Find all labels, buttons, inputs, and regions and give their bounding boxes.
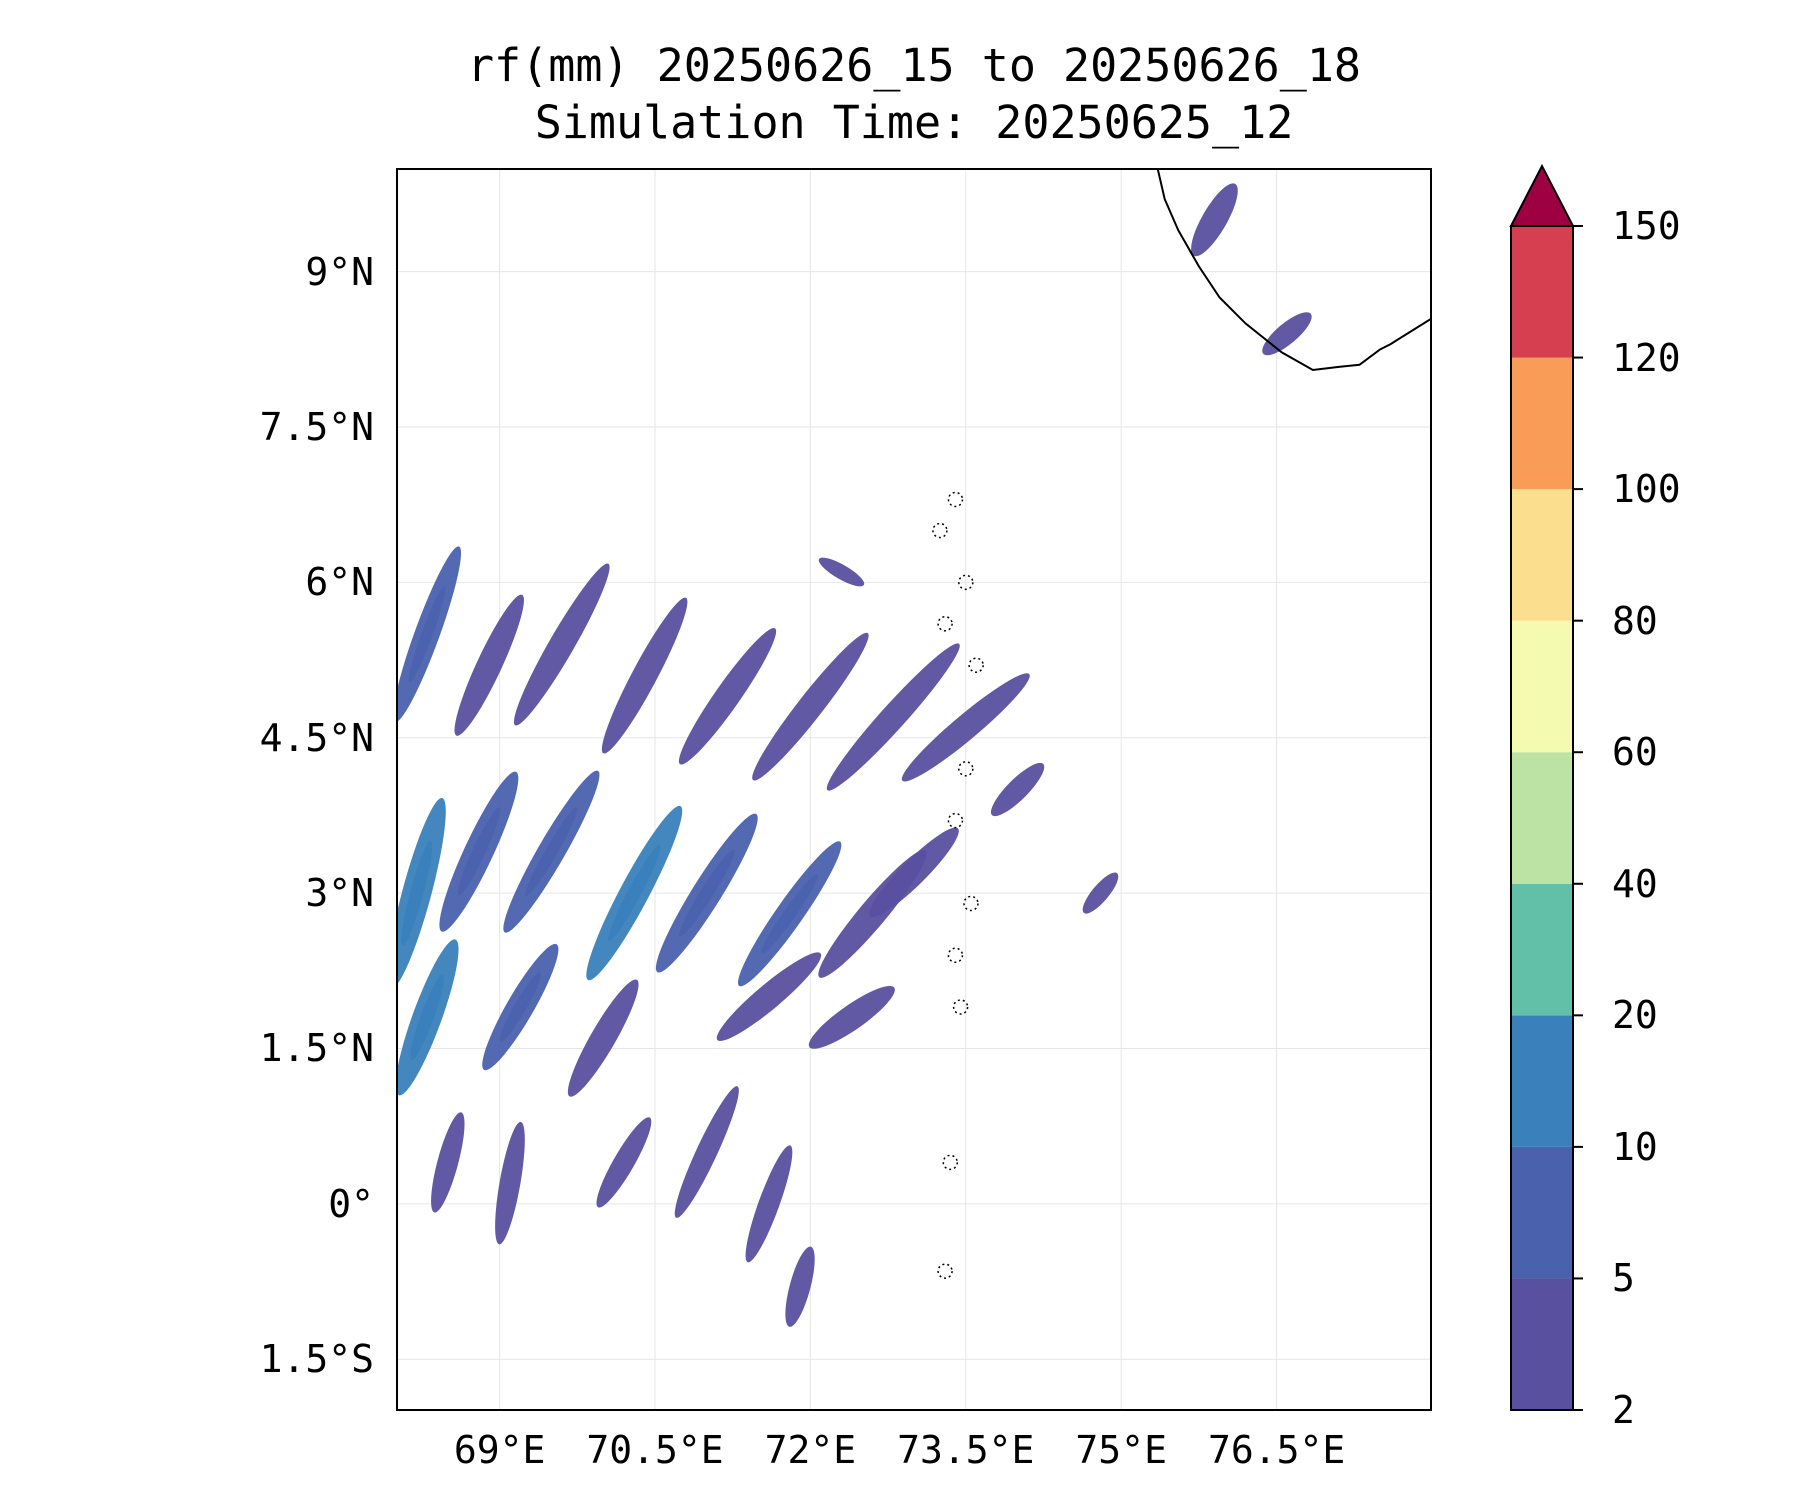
atoll-outline [963,895,979,912]
atoll-outline [947,491,964,508]
rain-band [818,557,865,587]
rain-band-core [761,873,818,954]
y-tick-label: 1.5°S [259,1337,374,1382]
colorbar-segment [1511,1278,1573,1410]
colorbar [1509,163,1583,1411]
colorbar-segment [1511,752,1573,884]
rain-band [785,1246,815,1327]
chart-title: rf(mm) 20250626_15 to 20250626_18 [466,39,1362,92]
colorbar-segment [1511,226,1573,358]
colorbar-extend-arrow [1509,163,1575,227]
rain-band [431,1112,465,1213]
rain-band [826,643,960,791]
rain-band [674,1086,739,1218]
rain-band-core [457,807,501,896]
colorbar-tick-label: 100 [1612,467,1681,512]
atoll-outline [952,999,969,1015]
colorbar-tick-label: 150 [1612,204,1681,248]
atoll-outline [968,657,984,673]
x-tick-label: 75°E [1075,1428,1167,1472]
rain-band-core [499,972,541,1042]
rainfall-field [396,183,1312,1327]
y-tick-label: 9°N [305,249,374,294]
rain-band-core [410,974,444,1061]
rain-band [745,1145,793,1263]
atoll-outline [937,1263,953,1279]
x-tick-label: 69°E [453,1428,546,1472]
map-panel [396,168,1432,1411]
colorbar-tick-label: 40 [1612,861,1658,906]
rain-band [752,632,869,781]
rain-band [1082,872,1119,914]
rain-band-core [525,807,578,897]
atolls [932,491,984,1279]
rain-band [396,546,462,722]
rain-band [567,979,639,1097]
colorbar-tick-label: 2 [1612,1388,1635,1432]
rain-band [808,985,895,1049]
rain-band-core [608,845,661,941]
atoll-outline [947,812,964,829]
map-plot-area [396,168,1432,1411]
atoll-outline [958,574,974,591]
rain-band [454,594,524,736]
y-tick-label: 3°N [305,871,374,916]
gridlines [396,168,1432,1411]
atoll-outline [932,522,948,539]
y-tick-label: 6°N [305,560,374,605]
rain-band-core [679,849,735,937]
rain-band [869,827,959,918]
rain-band [1262,312,1312,356]
y-tick-label: 7.5°N [259,404,374,449]
rain-band [601,597,688,754]
rain-band [596,1117,652,1208]
colorbar-segment [1511,357,1573,490]
colorbar-tick-label: 60 [1612,730,1658,775]
rain-band [716,952,822,1041]
colorbar-segment [1511,620,1573,753]
colorbar-tick-label: 5 [1612,1256,1635,1301]
y-tick-label: 4.5°N [259,715,374,760]
colorbar-tick-label: 80 [1612,598,1658,643]
rain-band-core [401,840,433,946]
colorbar-frame [1510,225,1574,1411]
chart-subtitle: Simulation Time: 20250625_12 [534,96,1294,149]
map-frame [396,168,1432,1411]
colorbar-segment [1511,883,1573,1016]
atoll-outline [937,616,953,632]
x-tick-label: 70.5°E [586,1428,724,1472]
rain-band [1191,183,1238,257]
colorbar-tick-label: 10 [1612,1124,1658,1169]
rain-band [513,563,610,726]
colorbar-tick-label: 120 [1612,335,1681,380]
rain-band [990,762,1045,817]
colorbar-segment [1511,1146,1573,1279]
colorbar-tick-label: 20 [1612,993,1658,1038]
rain-band [678,628,777,765]
x-tick-label: 73.5°E [897,1428,1035,1472]
rain-band [901,673,1030,782]
rain-band [495,1121,525,1245]
x-tick-label: 76.5°E [1207,1428,1346,1472]
atoll-outline [942,1154,959,1171]
y-tick-label: 1.5°N [259,1026,374,1071]
y-tick-label: 0° [328,1181,374,1226]
atoll-outline [958,761,974,777]
colorbar-segment [1511,489,1573,621]
atoll-outline [947,947,964,963]
colorbar-segment [1511,1015,1573,1147]
rain-band-core [408,585,446,683]
x-tick-label: 72°E [764,1428,857,1472]
coastline [1156,168,1432,372]
